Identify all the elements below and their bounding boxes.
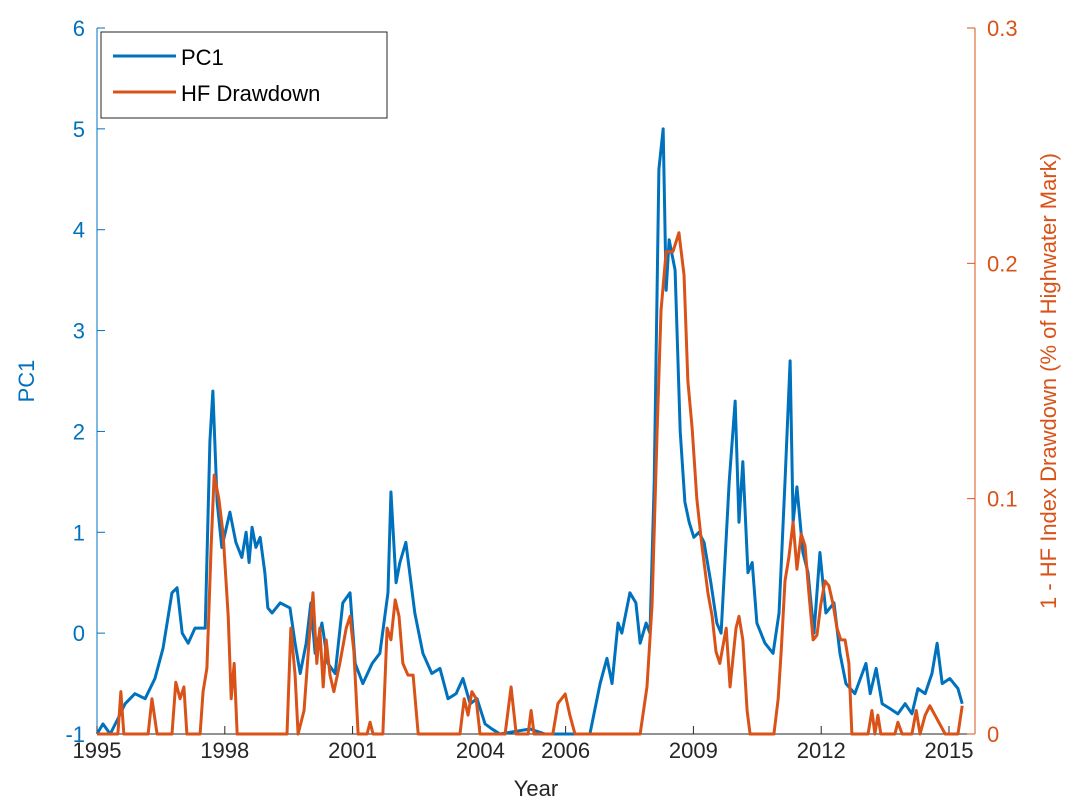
x-tick-label: 2015 [925, 738, 974, 763]
series-line [97, 231, 964, 736]
y-tick-label: 2 [73, 419, 85, 444]
legend-box [100, 31, 388, 119]
y-axis-label: PC1 [14, 360, 39, 403]
y-tick-label: -1 [65, 722, 85, 747]
y2-tick-label: 0.3 [987, 16, 1018, 41]
x-tick-label: 2004 [456, 738, 505, 763]
x-tick-label: 2012 [797, 738, 846, 763]
y-tick-label: 5 [73, 117, 85, 142]
y2-axis-label: 1 - HF Index Drawdown (% of Highwater Ma… [1036, 153, 1061, 609]
y2-tick-label: 0 [987, 722, 999, 747]
x-tick-label: 2009 [669, 738, 718, 763]
series-line [95, 127, 964, 736]
y-tick-label: 4 [73, 218, 85, 243]
x-tick-label: 1998 [200, 738, 249, 763]
legend-label: PC1 [181, 45, 224, 70]
x-tick-label: 2006 [541, 738, 590, 763]
y2-tick-label: 0.1 [987, 487, 1018, 512]
y-tick-label: 0 [73, 621, 85, 646]
y-tick-label: 3 [73, 319, 85, 344]
x-tick-label: 2001 [328, 738, 377, 763]
y-tick-label: 6 [73, 16, 85, 41]
x-axis-label: Year [514, 776, 558, 801]
y-tick-label: 1 [73, 520, 85, 545]
x-tick-label: 1995 [73, 738, 122, 763]
y2-tick-label: 0.2 [987, 251, 1018, 276]
legend-label: HF Drawdown [181, 81, 320, 106]
